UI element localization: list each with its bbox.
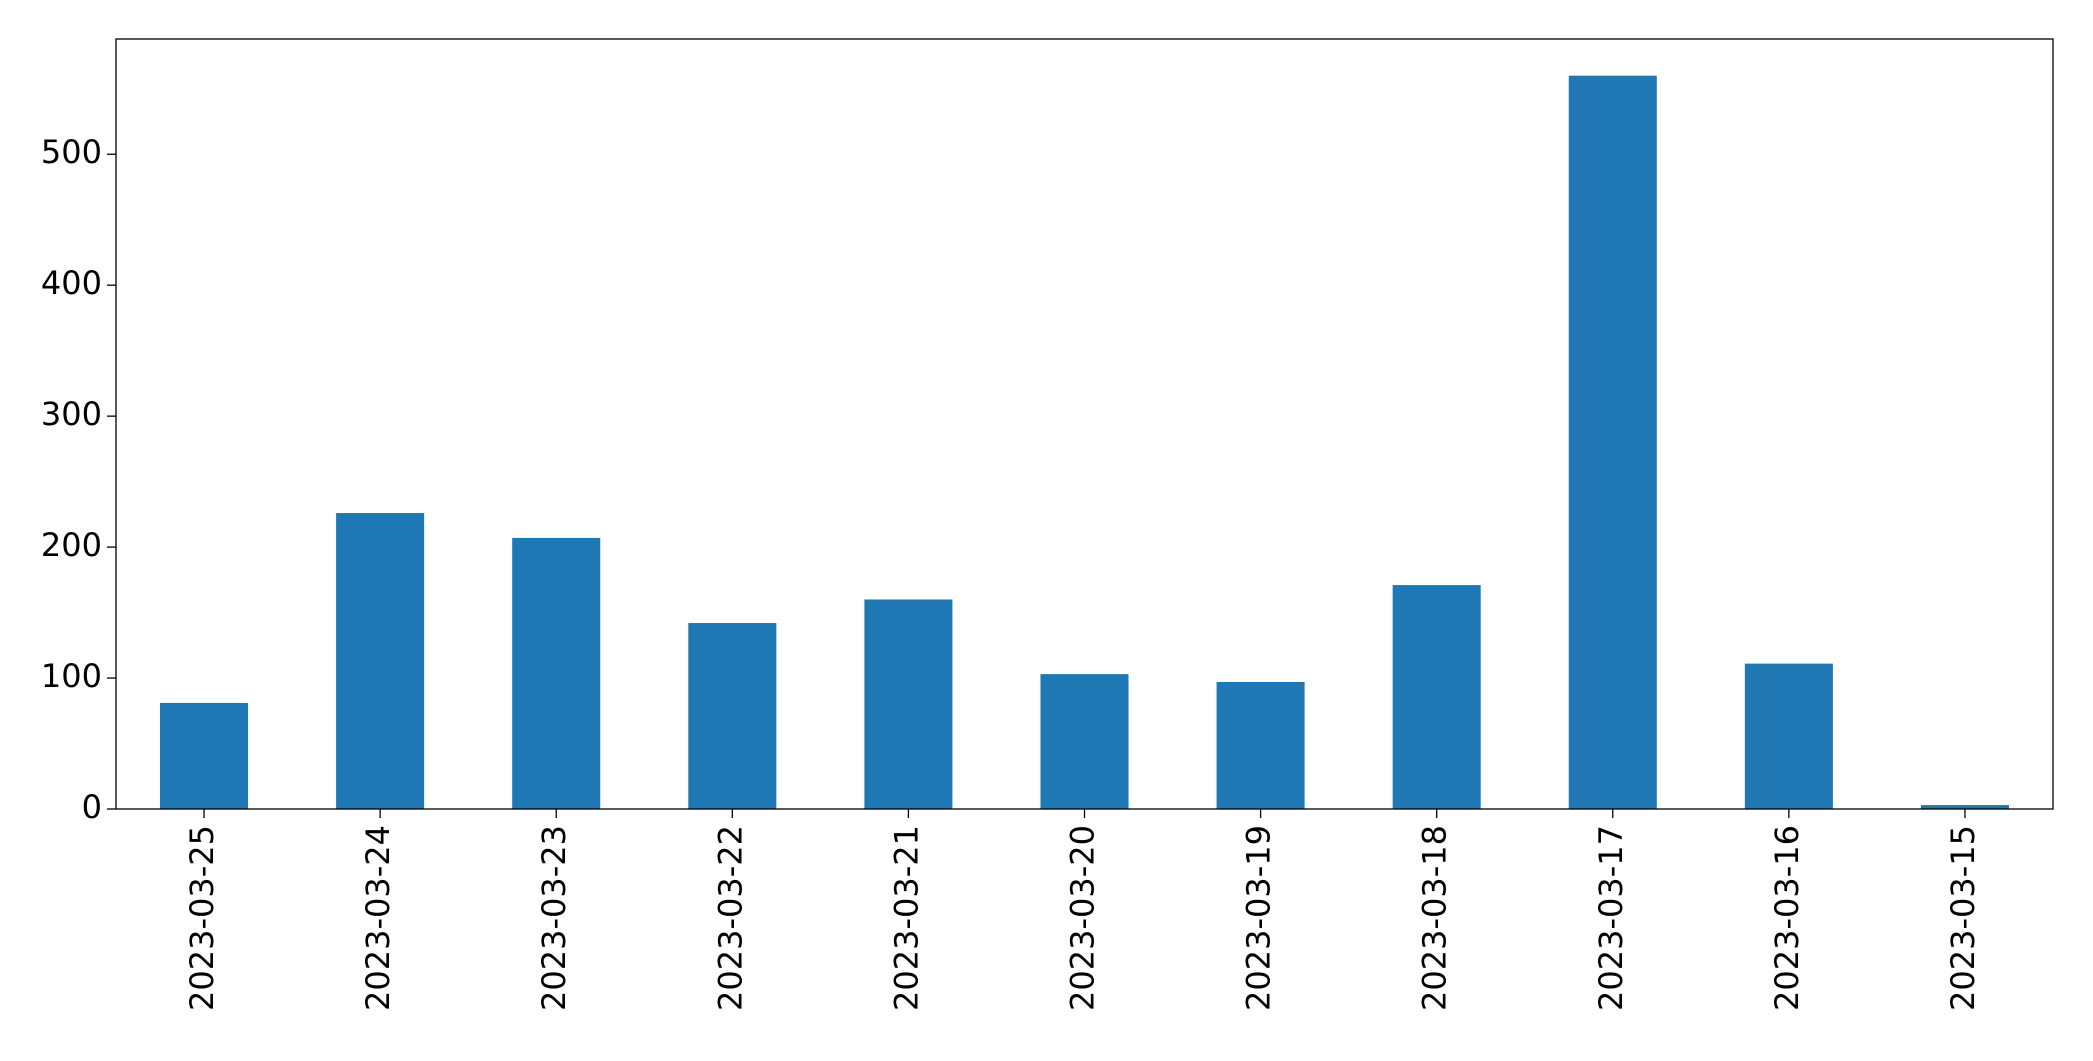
x-tick-label: 2023-03-22 [711,825,749,1011]
y-tick-label: 200 [41,526,102,564]
bar [336,513,425,809]
x-tick-label: 2023-03-16 [1768,825,1806,1011]
x-tick-label: 2023-03-17 [1592,825,1630,1011]
x-tick-label: 2023-03-18 [1416,825,1454,1011]
bar [1920,805,2009,809]
y-tick-label: 400 [41,264,102,302]
y-tick-label: 300 [41,395,102,433]
bar [1392,585,1481,809]
bar [864,599,953,809]
bar [1744,663,1833,809]
bar [512,537,601,809]
plot-frame [115,38,2054,810]
bar [1568,75,1657,809]
bar [1216,681,1305,809]
bar [688,623,777,809]
y-tick-label: 0 [82,788,102,826]
y-tick-label: 100 [41,657,102,695]
x-tick-label: 2023-03-19 [1240,825,1278,1011]
x-tick-label: 2023-03-21 [887,825,925,1011]
x-tick-label: 2023-03-15 [1944,825,1982,1011]
x-tick-label: 2023-03-25 [183,825,221,1011]
x-tick-label: 2023-03-23 [535,825,573,1011]
bar [1040,674,1129,809]
x-tick-label: 2023-03-24 [359,825,397,1011]
bar [160,702,249,809]
x-tick-label: 2023-03-20 [1064,825,1102,1011]
y-tick-label: 500 [41,133,102,171]
